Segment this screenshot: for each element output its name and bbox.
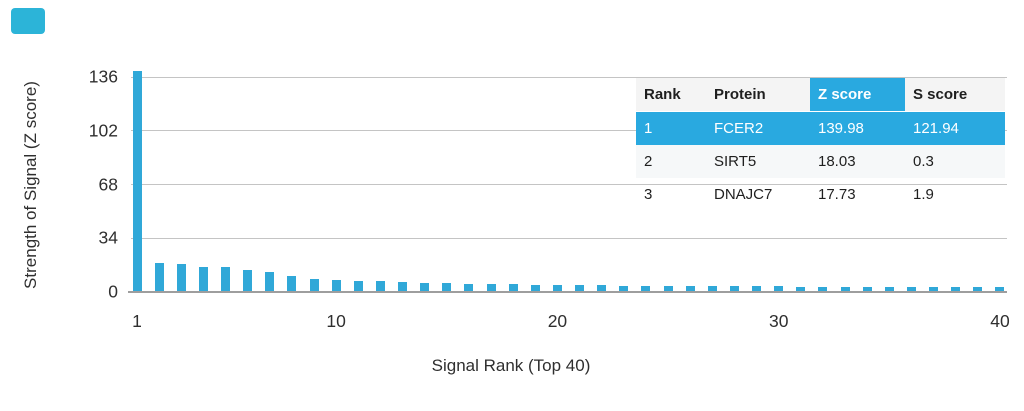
gridline (131, 130, 1007, 132)
y-tick-label: 136 (88, 66, 118, 87)
y-axis-title: Strength of Signal (Z score) (21, 81, 40, 289)
bar-rank-15 (442, 283, 452, 292)
bar-rank-1 (132, 71, 142, 292)
x-tick-label: 20 (547, 311, 568, 331)
bar-rank-3 (176, 264, 186, 292)
bar-rank-33 (840, 287, 850, 292)
bar-rank-13 (398, 282, 408, 292)
cell-s_score: 121.94 (913, 120, 959, 137)
bar-rank-35 (884, 287, 894, 292)
bar-rank-37 (929, 287, 939, 292)
y-tick-label: 68 (98, 174, 118, 194)
gridline (131, 76, 1007, 78)
bar-rank-6 (243, 270, 253, 292)
bar-rank-20 (552, 285, 562, 292)
bar-rank-29 (752, 286, 762, 292)
bar-rank-38 (951, 287, 961, 292)
bar-rank-27 (707, 286, 717, 292)
bar-rank-28 (729, 286, 739, 292)
x-tick-label: 30 (768, 311, 789, 331)
table-row-fcer2: 1 FCER2 139.98 121.94 (636, 112, 1005, 145)
bar-rank-9 (309, 279, 319, 292)
cell-rank: 1 (644, 120, 653, 137)
bar-rank-8 (287, 276, 297, 292)
bar-rank-4 (198, 267, 208, 292)
x-tick-label: 1 (132, 311, 142, 331)
gridline (131, 237, 1007, 239)
bar-rank-30 (774, 286, 784, 292)
cell-s_score: 1.9 (913, 186, 934, 203)
bar-rank-11 (353, 281, 363, 292)
cell-protein: SIRT5 (714, 153, 757, 170)
bar-rank-2 (154, 263, 164, 292)
bar-rank-39 (973, 287, 983, 292)
logo-mark (11, 8, 45, 34)
column-header-z-score: Z score (810, 78, 905, 111)
column-header-s-score: S score (913, 86, 968, 103)
cell-protein: FCER2 (714, 120, 764, 137)
bar-rank-5 (221, 267, 230, 292)
bar-rank-7 (265, 272, 275, 292)
column-header-protein: Protein (714, 86, 766, 103)
table-row-sirt5: 2 SIRT5 18.03 0.3 (636, 145, 1005, 178)
bar-rank-24 (641, 286, 651, 292)
bar-rank-36 (906, 287, 916, 292)
x-axis-title: Signal Rank (Top 40) (431, 356, 591, 375)
bar-rank-22 (597, 285, 607, 292)
bar-rank-16 (464, 284, 474, 292)
cell-rank: 3 (644, 186, 653, 203)
bar-rank-26 (685, 286, 695, 292)
table-row-dnajc7: 3 DNAJC7 17.73 1.9 (636, 178, 1005, 211)
x-tick-label: 10 (326, 311, 346, 331)
bar-rank-17 (486, 284, 496, 292)
protein-score-table: Rank Protein Z score S score 1 FCER2 139.98 121… (636, 78, 1005, 211)
y-tick-label: 102 (88, 120, 118, 141)
cell-z_score: 17.73 (818, 186, 856, 203)
bar-rank-40 (995, 287, 1005, 292)
cell-z_score: 139.98 (818, 120, 864, 137)
bar-rank-10 (331, 280, 341, 292)
bar-rank-12 (375, 281, 385, 292)
column-header-rank: Rank (644, 86, 681, 103)
bar-rank-31 (796, 287, 806, 292)
x-axis-line (128, 291, 1007, 293)
bar-rank-23 (619, 286, 629, 292)
bar-rank-25 (663, 286, 673, 292)
bar-rank-32 (818, 287, 828, 292)
y-tick-label: 0 (108, 281, 118, 302)
cell-s_score: 0.3 (913, 153, 934, 170)
bar-rank-19 (530, 285, 540, 292)
x-tick-label: 40 (990, 311, 1010, 331)
cell-z_score: 18.03 (818, 153, 856, 170)
bar-rank-21 (575, 285, 585, 292)
gridline (131, 184, 1007, 185)
y-tick-label: 34 (98, 227, 118, 248)
bar-rank-18 (508, 284, 518, 292)
cell-protein: DNAJC7 (714, 186, 773, 203)
bar-rank-14 (420, 283, 430, 292)
cell-rank: 2 (644, 153, 653, 170)
table-header-row: Rank Protein Z score S score (636, 78, 1005, 111)
bar-rank-34 (862, 287, 872, 292)
